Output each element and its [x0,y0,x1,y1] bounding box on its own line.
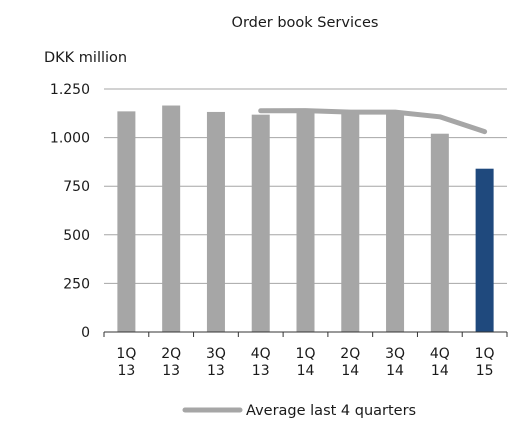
average-line [258,108,488,135]
y-tick-label: 750 [63,179,90,195]
x-tick-label: 1Q 15 [475,346,495,379]
x-tick-label: 3Q 14 [385,346,405,379]
bar [296,110,315,332]
bar [117,111,136,332]
y-tick-label: 1.000 [50,131,90,147]
bars [117,105,494,332]
x-tick-label: 4Q 13 [251,346,271,379]
legend-label: Average last 4 quarters [246,403,416,419]
bar [162,105,181,332]
x-axis [103,331,508,337]
bar [206,111,225,332]
bar [341,112,360,332]
average-line-group [258,108,488,135]
y-tick-labels: 1.250 1.000 750 500 250 0 [50,82,90,341]
x-tick-label: 3Q 13 [206,346,226,379]
chart-title: Order book Services [232,15,379,31]
y-tick-label: 0 [81,325,90,341]
bar [251,114,270,332]
y-unit-label: DKK million [44,50,127,66]
y-tick-label: 1.250 [50,82,90,98]
y-tick-label: 500 [63,228,90,244]
bar [386,111,405,332]
x-tick-label: 1Q 13 [116,346,136,379]
bar [430,133,449,332]
x-tick-label: 2Q 13 [161,346,181,379]
legend: Average last 4 quarters [182,403,416,419]
y-tick-label: 250 [63,276,90,292]
x-tick-label: 1Q 14 [296,346,316,379]
x-tick-label: 2Q 14 [340,346,360,379]
x-tick-label: 4Q 14 [430,346,450,379]
x-tick-labels: 1Q 13 2Q 13 3Q 13 4Q 13 1Q 14 2Q 14 3Q 14 4Q 14 1Q 15 [116,346,494,379]
bar [475,168,494,332]
